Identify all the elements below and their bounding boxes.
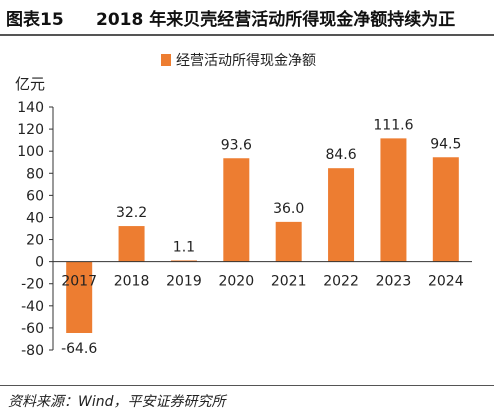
bar xyxy=(170,260,197,262)
header-divider xyxy=(0,34,494,36)
y-tick-label: -40 xyxy=(21,299,44,315)
x-tick-label: 2024 xyxy=(428,274,464,290)
bar xyxy=(432,157,459,262)
bar xyxy=(275,221,302,262)
source-note: 资料来源：Wind，平安证券研究所 xyxy=(8,394,226,410)
y-tick-label: 140 xyxy=(17,100,44,116)
bar xyxy=(118,226,145,262)
y-tick-label: -80 xyxy=(21,343,44,359)
data-label: 1.1 xyxy=(173,239,195,255)
y-tick-label: 100 xyxy=(17,144,44,160)
y-tick-label: 0 xyxy=(35,255,44,271)
bar-chart: 亿元 经营活动所得现金净额 140 120 100 80 60 40 20 0 -20 -40 -60 -… xyxy=(15,52,472,359)
footer-divider xyxy=(0,385,494,386)
data-label: -64.6 xyxy=(61,341,97,357)
figure-title: 2018 年来贝壳经营活动所得现金净额持续为正 xyxy=(96,10,456,30)
data-label: 111.6 xyxy=(373,117,413,133)
y-tick-label: -60 xyxy=(21,321,44,337)
y-tick-label: -20 xyxy=(21,277,44,293)
y-tick-label: 60 xyxy=(26,188,44,204)
data-label: 84.6 xyxy=(325,147,356,163)
x-tick-label: 2019 xyxy=(166,274,202,290)
x-tick-label: 2018 xyxy=(114,274,150,290)
y-tick-label: 80 xyxy=(26,166,44,182)
x-tick-label: 2022 xyxy=(323,274,359,290)
bar xyxy=(66,261,93,333)
bar xyxy=(328,168,355,262)
legend-swatch xyxy=(161,54,171,66)
bar xyxy=(380,138,407,262)
x-tick-label: 2020 xyxy=(218,274,254,290)
data-label: 93.6 xyxy=(221,137,252,153)
x-tick-label: 2023 xyxy=(376,274,412,290)
y-tick-label: 20 xyxy=(26,233,44,249)
bar xyxy=(223,158,250,262)
figure-number: 图表15 xyxy=(6,10,64,30)
data-label: 32.2 xyxy=(116,205,147,221)
y-tick-label: 40 xyxy=(26,210,44,226)
y-tick-label: 120 xyxy=(17,122,44,138)
legend-label: 经营活动所得现金净额 xyxy=(176,52,316,69)
y-axis-unit-label: 亿元 xyxy=(15,75,45,93)
x-tick-label: 2021 xyxy=(271,274,307,290)
data-label: 36.0 xyxy=(273,201,304,217)
figure-header: 图表15 2018 年来贝壳经营活动所得现金净额持续为正 xyxy=(0,0,494,34)
data-label: 94.5 xyxy=(430,136,461,152)
x-tick-label: 2017 xyxy=(61,274,97,290)
